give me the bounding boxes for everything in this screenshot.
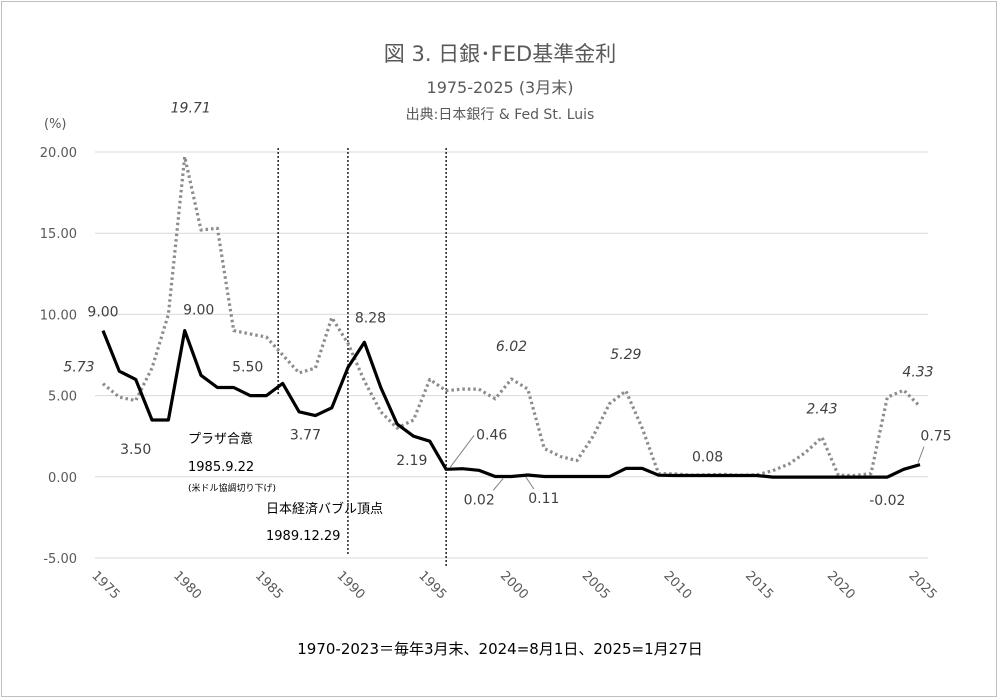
y-tick-label: 0.00 <box>48 471 77 486</box>
data-label: 0.08 <box>692 450 723 466</box>
data-labels: 9.00 5.73 3.50 19.71 9.00 5.50 3.77 8.28 2.19 0.4… <box>63 101 951 509</box>
annotation-event: 日本経済バブル頂点 <box>266 501 383 517</box>
data-label: 5.29 <box>610 347 641 363</box>
event-lines <box>277 148 447 568</box>
x-tick-label: 1995 <box>415 569 449 603</box>
x-axis-ticks: 1975 1980 1985 1990 1995 2000 2005 2010 2015 2020… <box>88 569 939 603</box>
chart-source: 出典:日本銀行 & Fed St. Luis <box>405 107 595 123</box>
data-label: -0.02 <box>869 493 905 509</box>
annotation-date: 1989.12.29 <box>266 529 340 544</box>
y-tick-label: 20.00 <box>40 146 77 161</box>
y-tick-label: 10.00 <box>40 308 77 323</box>
series-group <box>101 155 922 479</box>
x-tick-label: 1980 <box>170 569 204 603</box>
data-label: 9.00 <box>87 305 118 321</box>
chart-subtitle: 1975-2025 (3月末) <box>426 78 574 97</box>
series-line-boj <box>101 329 921 479</box>
data-label: 8.28 <box>355 310 386 326</box>
series-line-fed <box>101 155 922 478</box>
data-label: 2.43 <box>806 401 837 417</box>
x-tick-label: 2025 <box>905 569 939 603</box>
x-tick-label: 1990 <box>334 569 368 603</box>
x-tick-label: 2000 <box>497 569 531 603</box>
label-leader <box>525 476 535 490</box>
data-label: 19.71 <box>171 101 211 117</box>
x-tick-label: 2020 <box>824 569 858 603</box>
data-label: 0.75 <box>920 429 951 445</box>
x-tick-label: 2010 <box>660 569 694 603</box>
y-tick-label: 5.00 <box>48 390 77 405</box>
annotation-event: プラザ合意 <box>188 431 253 447</box>
label-leader <box>917 446 925 463</box>
data-label: 6.02 <box>496 339 527 355</box>
chart-footnote: 1970-2023＝毎年3月末、2024=8月1日、2025=1月27日 <box>297 640 703 658</box>
y-tick-label: -5.00 <box>43 552 77 567</box>
data-label: 0.02 <box>464 492 495 508</box>
y-axis-label: (%) <box>44 117 67 132</box>
x-tick-label: 1975 <box>88 569 122 603</box>
x-tick-label: 1985 <box>252 569 286 603</box>
data-label: 9.00 <box>183 303 214 319</box>
data-label: 0.11 <box>528 491 559 507</box>
chart-title: 図 3. 日銀･FED基準金利 <box>383 42 617 66</box>
annotation-note: (米ドル協調切り下げ) <box>188 482 276 494</box>
y-tick-label: 15.00 <box>40 227 77 242</box>
data-label: 2.19 <box>396 453 427 469</box>
y-axis-ticks: 20.00 15.00 10.00 5.00 0.00 -5.00 <box>40 146 77 567</box>
data-label: 5.50 <box>232 359 263 375</box>
data-label: 5.73 <box>63 360 94 376</box>
x-tick-label: 2005 <box>579 569 613 603</box>
x-tick-label: 2015 <box>742 569 776 603</box>
data-label: 4.33 <box>902 364 933 380</box>
data-label: 3.77 <box>290 428 321 444</box>
event-annotations: プラザ合意 1985.9.22 (米ドル協調切り下げ) 日本経済バブル頂点 1989.1… <box>188 431 383 544</box>
label-leader <box>492 478 504 491</box>
data-label: 0.46 <box>476 427 507 443</box>
annotation-date: 1985.9.22 <box>188 460 254 475</box>
data-label: 3.50 <box>120 442 151 458</box>
label-leader <box>449 435 475 468</box>
